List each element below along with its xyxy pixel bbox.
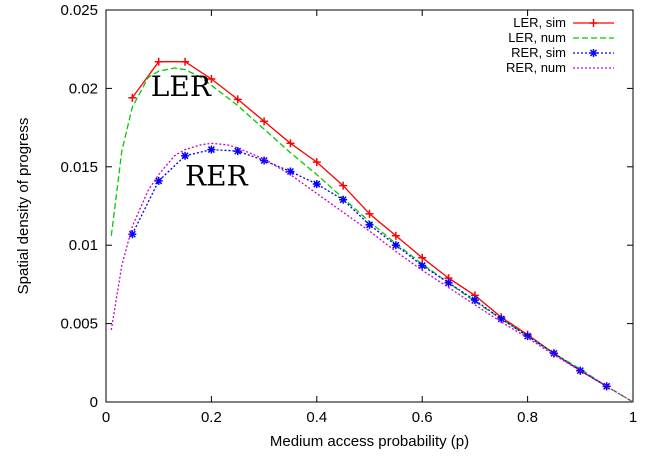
marker-stroke: [471, 296, 479, 304]
legend-label: RER, num: [506, 60, 566, 75]
data-point: [207, 145, 216, 154]
x-tick-label: 0: [102, 409, 110, 426]
data-point: [312, 158, 321, 167]
legend-marker: [589, 19, 598, 27]
marker-stroke: [313, 180, 321, 188]
data-point: [181, 57, 190, 66]
data-point: [470, 296, 479, 305]
x-tick-label: 0.6: [412, 409, 433, 426]
data-point: [391, 231, 400, 240]
marker-stroke: [392, 241, 400, 249]
legend-label: RER, sim: [511, 45, 566, 60]
data-point: [181, 151, 190, 160]
data-point: [418, 253, 427, 262]
data-point: [391, 241, 400, 250]
data-point: [365, 209, 374, 218]
annotation-label: LER: [151, 70, 212, 103]
data-point: [497, 314, 506, 323]
data-point: [233, 95, 242, 104]
marker-stroke: [339, 196, 347, 204]
annotation-label: RER: [185, 160, 249, 193]
marker-stroke: [589, 49, 598, 57]
y-tick-label: 0.005: [60, 316, 98, 333]
data-point: [312, 180, 321, 189]
data-point: [602, 382, 611, 391]
ticks-layer: 0 0.2 0.4 0.6 0.8 1 0 0.005 0.01 0.015 0.02 0.025: [60, 2, 637, 426]
y-tick-label: 0.02: [69, 80, 98, 97]
data-point: [128, 93, 137, 102]
x-tick-label: 0.2: [201, 409, 222, 426]
data-point: [339, 195, 348, 204]
plot-frame: [105, 9, 634, 403]
data-point: [260, 117, 269, 126]
data-point: [365, 220, 374, 229]
marker-stroke: [128, 230, 136, 238]
marker-stroke: [155, 177, 163, 185]
marker-stroke: [207, 146, 215, 154]
data-point: [339, 181, 348, 190]
y-tick-label: 0.015: [60, 159, 98, 176]
annotations: LER RER: [151, 70, 249, 192]
y-tick-label: 0: [90, 394, 98, 411]
x-tick-label: 0.4: [306, 409, 327, 426]
marker-stroke: [418, 262, 426, 270]
x-tick-label: 1: [629, 409, 637, 426]
y-tick-label: 0.01: [69, 237, 98, 254]
data-point: [549, 349, 558, 358]
legend-marker: [589, 49, 598, 57]
marker-stroke: [260, 156, 268, 165]
y-tick-label: 0.025: [60, 2, 98, 19]
x-tick-label: 0.8: [517, 409, 538, 426]
series-line-3: [110, 142, 634, 403]
marker-stroke: [445, 279, 453, 287]
data-point: [154, 176, 163, 185]
legend-label: LER, sim: [513, 15, 566, 30]
y-axis-title: Spatial density of progress: [15, 118, 32, 295]
series-layer: [110, 57, 634, 403]
marker-stroke: [365, 221, 374, 229]
marker-stroke: [286, 167, 294, 176]
legend-label: LER, num: [508, 30, 566, 45]
data-point: [154, 57, 163, 66]
data-point: [444, 278, 453, 287]
series-line-1: [110, 67, 634, 403]
data-point: [286, 139, 295, 148]
data-point: [418, 261, 427, 270]
marker-stroke: [603, 382, 611, 390]
data-point: [233, 147, 242, 156]
marker-stroke: [181, 152, 189, 160]
marker-stroke: [550, 349, 558, 357]
x-axis-title: Medium access probability (p): [270, 433, 469, 450]
data-point: [207, 74, 216, 83]
marker-stroke: [524, 332, 532, 340]
data-point: [523, 332, 532, 341]
